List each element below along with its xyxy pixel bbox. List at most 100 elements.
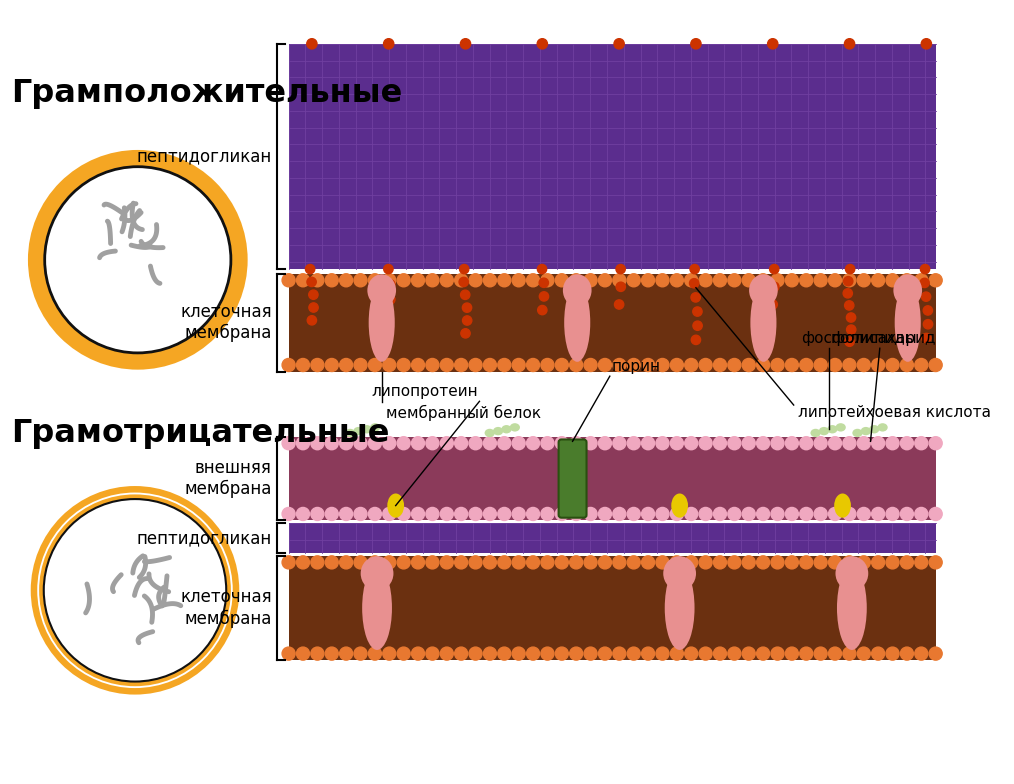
Circle shape — [354, 647, 367, 660]
Circle shape — [915, 556, 928, 569]
Circle shape — [642, 507, 655, 521]
Circle shape — [670, 274, 683, 287]
Circle shape — [498, 507, 511, 521]
Circle shape — [900, 507, 914, 521]
Circle shape — [368, 647, 381, 660]
Circle shape — [397, 274, 410, 287]
Ellipse shape — [369, 284, 394, 361]
Circle shape — [691, 292, 701, 302]
Circle shape — [368, 507, 381, 521]
Circle shape — [354, 507, 367, 521]
Circle shape — [770, 264, 779, 274]
Circle shape — [512, 507, 525, 521]
Circle shape — [311, 274, 323, 287]
Circle shape — [38, 492, 233, 688]
Circle shape — [828, 556, 842, 569]
Ellipse shape — [362, 566, 392, 650]
Circle shape — [642, 437, 655, 450]
Circle shape — [628, 507, 640, 521]
Circle shape — [656, 274, 669, 287]
Circle shape — [642, 358, 655, 372]
Circle shape — [440, 358, 453, 372]
Text: полисахарид: полисахарид — [830, 332, 936, 347]
Circle shape — [383, 264, 393, 274]
Circle shape — [598, 507, 611, 521]
Circle shape — [872, 507, 884, 521]
Circle shape — [340, 556, 353, 569]
Text: внешняя
мембрана: внешняя мембрана — [185, 459, 272, 498]
Circle shape — [282, 556, 295, 569]
Circle shape — [728, 437, 741, 450]
Bar — [289, 523, 936, 553]
Circle shape — [556, 358, 568, 372]
Circle shape — [540, 647, 554, 660]
Circle shape — [771, 358, 784, 372]
Circle shape — [800, 274, 813, 287]
Bar — [289, 437, 936, 521]
Circle shape — [426, 556, 439, 569]
Circle shape — [886, 274, 899, 287]
Circle shape — [628, 556, 640, 569]
Circle shape — [614, 299, 624, 309]
Circle shape — [325, 358, 339, 372]
Circle shape — [570, 274, 583, 287]
Text: мембранный белок: мембранный белок — [386, 405, 541, 421]
Circle shape — [768, 299, 778, 309]
Circle shape — [612, 556, 626, 569]
Circle shape — [929, 437, 942, 450]
Circle shape — [612, 507, 626, 521]
Circle shape — [307, 38, 317, 49]
Circle shape — [412, 358, 425, 372]
Circle shape — [699, 358, 712, 372]
Circle shape — [690, 264, 700, 274]
Circle shape — [699, 437, 712, 450]
Circle shape — [845, 337, 854, 347]
Circle shape — [714, 437, 726, 450]
Circle shape — [584, 358, 597, 372]
Ellipse shape — [836, 423, 846, 431]
Circle shape — [670, 437, 683, 450]
Circle shape — [693, 321, 703, 330]
Circle shape — [845, 38, 855, 49]
Circle shape — [915, 274, 928, 287]
Circle shape — [642, 274, 655, 287]
Circle shape — [498, 358, 511, 372]
Circle shape — [354, 274, 367, 287]
Circle shape — [354, 556, 367, 569]
Circle shape — [537, 264, 547, 274]
Circle shape — [540, 358, 554, 372]
Circle shape — [305, 264, 314, 274]
Circle shape — [537, 306, 547, 314]
Circle shape — [847, 325, 856, 334]
Circle shape — [469, 556, 482, 569]
Circle shape — [368, 358, 381, 372]
Circle shape — [368, 556, 381, 569]
Circle shape — [872, 647, 884, 660]
Circle shape — [699, 274, 712, 287]
Circle shape — [699, 647, 712, 660]
Circle shape — [843, 556, 856, 569]
Circle shape — [537, 38, 548, 49]
Circle shape — [382, 437, 395, 450]
Circle shape — [426, 274, 439, 287]
Circle shape — [756, 647, 770, 660]
Circle shape — [598, 358, 611, 372]
Ellipse shape — [749, 274, 778, 307]
Circle shape — [570, 358, 583, 372]
Circle shape — [922, 292, 931, 301]
Circle shape — [454, 437, 467, 450]
Circle shape — [742, 274, 755, 287]
Circle shape — [526, 647, 539, 660]
Circle shape — [714, 507, 726, 521]
Circle shape — [412, 274, 425, 287]
Circle shape — [440, 274, 453, 287]
Circle shape — [923, 306, 933, 315]
Circle shape — [872, 274, 884, 287]
Circle shape — [857, 507, 870, 521]
Circle shape — [382, 556, 395, 569]
Circle shape — [469, 507, 482, 521]
Ellipse shape — [835, 493, 851, 517]
Circle shape — [771, 437, 784, 450]
Circle shape — [728, 556, 741, 569]
Circle shape — [459, 264, 468, 274]
